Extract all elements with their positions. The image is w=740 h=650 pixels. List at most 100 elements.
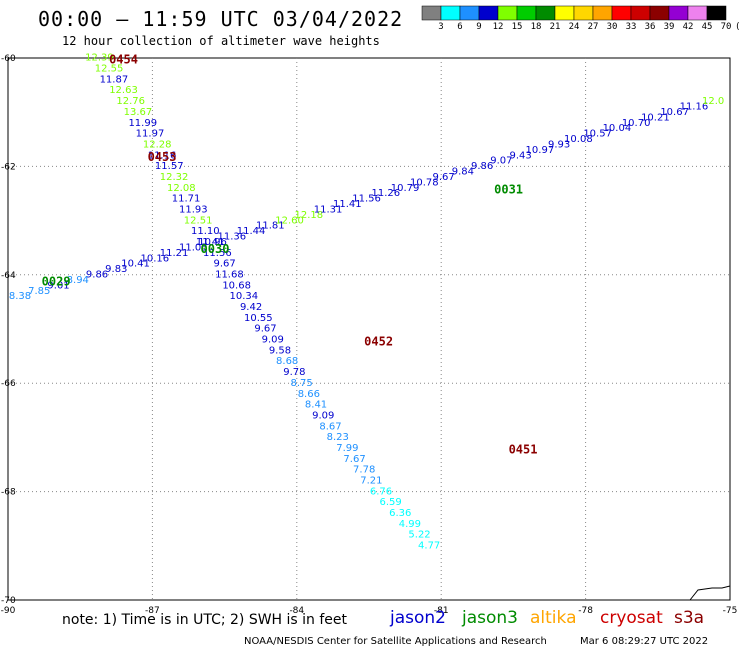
swh-value-jason2: 10.68 (222, 280, 251, 291)
colorbar-swatch (421, 5, 442, 21)
swh-value-jason2: 9.78 (283, 367, 305, 378)
swh-value-jason2: 12.28 (143, 139, 172, 150)
swh-value-jason2: 12.51 (184, 215, 213, 226)
swh-value-jason3: 11.56 (352, 194, 381, 205)
colorbar-swatch (516, 5, 537, 21)
swh-value-jason3: 10.97 (526, 145, 555, 156)
x-tick-label: -87 (145, 606, 160, 616)
pass-time-label: 0451 (509, 443, 538, 457)
colorbar-swatch (630, 5, 651, 21)
colorbar-swatch (497, 5, 518, 21)
legend-altika: altika (530, 608, 577, 628)
swh-value-jason3: 9.07 (490, 156, 512, 167)
swh-value-jason2: 11.93 (179, 204, 208, 215)
swh-value-jason2: 8.41 (305, 400, 327, 411)
swh-value-jason2: 9.09 (312, 410, 334, 421)
x-tick-label: -90 (1, 606, 16, 616)
colorbar-label: 70 (720, 22, 732, 32)
swh-value-jason2: 11.56 (203, 248, 232, 259)
swh-value-jason3: 11.26 (372, 188, 401, 199)
swh-value-jason3: 9.86 (86, 270, 108, 281)
swh-value-jason2: 11.41 (196, 237, 225, 248)
colorbar-swatch (611, 5, 632, 21)
swh-value-jason3: 11.21 (160, 248, 189, 259)
y-tick-label: -60 (1, 54, 16, 64)
swh-value-jason3: 9.67 (432, 172, 454, 183)
swh-value-jason3: 11.44 (237, 226, 266, 237)
swh-value-jason2: 11.87 (100, 74, 129, 85)
swh-value-jason3: 10.67 (660, 107, 689, 118)
swh-value-jason2: 12.39 (85, 53, 114, 64)
swh-value-jason3: 10.96 (198, 237, 227, 248)
swh-value-jason2: 6.76 (370, 486, 392, 497)
pass-time-label: 0454 (109, 52, 138, 66)
swh-value-jason2: 9.67 (254, 324, 276, 335)
colorbar-swatch (687, 5, 708, 21)
x-tick-label: -81 (434, 606, 449, 616)
colorbar-swatch (459, 5, 480, 21)
swh-value-jason2: 11.97 (136, 129, 165, 140)
y-tick-label: -62 (1, 162, 16, 172)
colorbar-swatch (592, 5, 613, 21)
swh-value-jason3: 8.94 (67, 275, 89, 286)
swh-value-jason2: 8.67 (319, 421, 341, 432)
swh-value-jason2: 12.08 (167, 183, 196, 194)
colorbar-label: 30 (606, 22, 618, 32)
swh-value-jason2: 10.55 (244, 313, 273, 324)
colorbar-swatch (706, 5, 727, 21)
swh-value-jason2: 9.58 (269, 345, 291, 356)
pass-time-label: 0029 (42, 275, 71, 289)
footer-credit: NOAA/NESDIS Center for Satellite Applica… (244, 636, 547, 647)
legend-jason3: jason3 (462, 608, 518, 628)
colorbar-label: 33 (625, 22, 637, 32)
colorbar-label: 12 (492, 22, 504, 32)
swh-value-jason2: 9.67 (213, 259, 235, 270)
colorbar-label: 3 (438, 22, 444, 32)
swh-value-jason3: 11.36 (217, 232, 246, 243)
y-tick-label: -66 (1, 379, 16, 389)
colorbar-label: 15 (511, 22, 523, 32)
y-tick-label: -68 (1, 488, 16, 498)
colorbar-swatch (440, 5, 461, 21)
swh-value-jason2: 7.99 (336, 443, 358, 454)
swh-value-jason2: 10.34 (230, 291, 259, 302)
x-tick-label: -84 (289, 606, 304, 616)
swh-value-jason2: 9.42 (240, 302, 262, 313)
y-tick-label: -64 (1, 271, 16, 281)
legend-cryosat: cryosat (600, 608, 663, 628)
legend-jason2: jason2 (390, 608, 446, 628)
swh-value-jason3: 9.83 (105, 264, 127, 275)
swh-value-jason2: 9.09 (262, 335, 284, 346)
pass-time-label: 0031 (494, 183, 523, 197)
swh-value-jason2: 7.21 (360, 475, 382, 486)
colorbar-label: 42 (682, 22, 694, 32)
swh-value-jason2: 13.67 (124, 107, 153, 118)
colorbar-label: 9 (476, 22, 482, 32)
colorbar-swatch (668, 5, 689, 21)
legend-s3a: s3a (674, 608, 705, 628)
chart-subtitle: 12 hour collection of altimeter wave hei… (62, 34, 380, 48)
swh-value-jason3: 10.21 (641, 112, 670, 123)
colorbar-label: 27 (587, 22, 599, 32)
swh-value-jason3: 9.01 (47, 280, 69, 291)
swh-value-jason3: 10.04 (603, 123, 632, 134)
colorbar-swatch (649, 5, 670, 21)
swh-value-jason2: 6.59 (380, 497, 402, 508)
swh-value-jason3: 9.86 (471, 161, 493, 172)
colorbar-label: 24 (568, 22, 580, 32)
swh-value-jason3: 12.18 (295, 210, 324, 221)
colorbar-swatch (478, 5, 499, 21)
x-tick-label: -75 (723, 606, 738, 616)
swh-value-jason3: 9.43 (509, 150, 531, 161)
swh-value-jason2: 8.66 (298, 389, 320, 400)
footer-datestamp: Mar 6 08:29:27 UTC 2022 (580, 636, 709, 647)
swh-value-jason3: 7.85 (28, 286, 50, 297)
colorbar-swatch (535, 5, 556, 21)
swh-value-jason2: 8.75 (290, 378, 312, 389)
swh-value-jason3: 10.41 (121, 259, 150, 270)
footer-note: note: 1) Time is in UTC; 2) SWH is in fe… (62, 612, 348, 628)
swh-value-jason2: 5.22 (408, 530, 430, 541)
swh-value-jason2: 8.68 (276, 356, 298, 367)
swh-value-jason3: 11.81 (256, 221, 285, 232)
